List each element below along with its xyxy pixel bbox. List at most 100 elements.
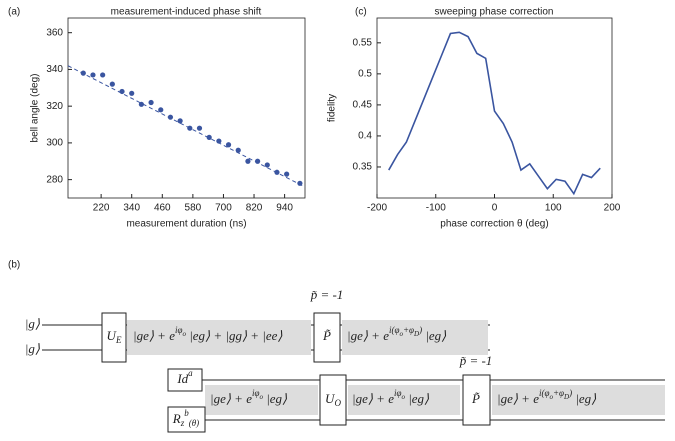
x-tick-label: 940 — [276, 203, 293, 214]
y-tick-label: 0.5 — [358, 69, 372, 80]
diagram-label: p̃ = -1 — [459, 353, 493, 368]
point — [235, 147, 241, 153]
label-part: |eg⟩ — [572, 391, 596, 406]
label-part: +φ — [403, 325, 414, 335]
point — [119, 88, 125, 95]
state-box — [127, 320, 311, 355]
diagram-label: UE — [107, 328, 122, 345]
x-tick-label: 220 — [93, 203, 110, 214]
y-tick-label: 280 — [46, 174, 63, 185]
point — [177, 118, 183, 124]
label-part: O — [334, 398, 341, 408]
x-tick-label: 700 — [215, 203, 232, 214]
label-part: E — [115, 335, 122, 345]
diagram-label: |ge⟩ + ei(φo+φD) |eg⟩ — [497, 388, 596, 406]
label-part: |ge⟩ + e — [210, 391, 252, 406]
point — [255, 158, 261, 164]
chart-title: sweeping phase correction — [435, 7, 554, 18]
state-box — [492, 385, 665, 415]
gate — [462, 374, 491, 426]
point — [206, 134, 212, 140]
y-tick-label: 320 — [46, 101, 63, 112]
label-part: iφ — [252, 388, 260, 398]
y-tick-label: 0.45 — [353, 100, 373, 111]
gate — [167, 368, 203, 392]
diagram-label: P̃ — [471, 391, 480, 406]
plot-frame — [67, 17, 306, 199]
point — [100, 72, 106, 78]
label-part: D — [563, 393, 569, 401]
fit-line — [67, 65, 306, 188]
point — [274, 169, 280, 175]
y-tick-label: 0.55 — [353, 37, 373, 48]
point — [196, 125, 203, 131]
label-part: |eg⟩ + |gg⟩ + |ee⟩ — [186, 328, 283, 343]
point — [187, 125, 193, 131]
label-part: |ge⟩ + e — [347, 328, 389, 343]
label-part: o — [399, 330, 403, 338]
x-tick-label: 340 — [123, 203, 140, 214]
gate — [101, 312, 127, 363]
label-part: P̃ — [322, 328, 331, 343]
panel-label: (a) — [8, 7, 20, 18]
x-tick-label: -200 — [367, 203, 387, 214]
y-axis-label: bell angle (deg) — [30, 74, 41, 143]
diagram-label: |ge⟩ + eiφo |eg⟩ — [352, 388, 429, 406]
label-part: U — [107, 328, 118, 343]
diagram-label: P̃ — [322, 328, 331, 343]
label-part: |eg⟩ — [422, 328, 446, 343]
ket: |g⟩ — [25, 316, 40, 331]
y-tick-label: 300 — [46, 138, 63, 149]
point — [225, 142, 232, 148]
x-tick-label: 820 — [246, 203, 263, 214]
label-part: iφ — [175, 325, 183, 335]
state-box — [205, 385, 318, 415]
label-part: ) — [568, 388, 572, 398]
x-axis-label: phase correction θ (deg) — [440, 219, 548, 230]
label-part: ) — [418, 325, 422, 335]
point — [167, 114, 174, 120]
label-part: a — [188, 368, 193, 378]
label-part: (θ) — [189, 418, 199, 428]
state-box — [348, 385, 460, 415]
point — [138, 101, 144, 107]
label-part: b — [184, 408, 189, 418]
y-tick-label: 0.4 — [358, 131, 372, 142]
data-line — [388, 31, 601, 196]
gate — [319, 374, 347, 426]
x-tick-label: 0 — [492, 203, 498, 214]
label-part: i(φ — [389, 325, 399, 335]
point — [284, 171, 290, 177]
diagram-label: p̃ = -1 — [310, 287, 344, 302]
x-tick-label: 580 — [185, 203, 202, 214]
y-axis-label: fidelity — [327, 94, 338, 122]
point — [148, 99, 154, 106]
label-part: +φ — [553, 388, 564, 398]
circuit-diagram — [42, 312, 665, 433]
panel-label: (b) — [8, 260, 20, 271]
point — [245, 158, 251, 164]
label-part: o — [549, 393, 553, 401]
panel-label: (c) — [355, 7, 367, 18]
label-part: p̃ = -1 — [459, 353, 493, 368]
x-tick-label: -100 — [426, 203, 446, 214]
point — [158, 107, 164, 113]
label-part: iφ — [394, 388, 402, 398]
point — [216, 138, 222, 144]
diagram-label: |ge⟩ + eiφo |eg⟩ + |gg⟩ + |ee⟩ — [133, 325, 283, 343]
label-part: o — [401, 393, 405, 401]
chart-title: measurement-induced phase shift — [111, 7, 262, 18]
label-part: o — [182, 330, 186, 338]
state-box — [342, 320, 488, 355]
y-tick-label: 0.35 — [353, 162, 373, 173]
x-tick-label: 460 — [154, 203, 171, 214]
label-part: |ge⟩ + e — [133, 328, 175, 343]
y-tick-label: 340 — [46, 64, 63, 75]
label-part: D — [413, 330, 419, 338]
label-part: z — [180, 418, 185, 428]
point — [80, 70, 86, 76]
label-part: P̃ — [471, 391, 480, 406]
label-part: |eg⟩ — [405, 391, 429, 406]
point — [90, 72, 96, 78]
x-axis-label: measurement duration (ns) — [126, 219, 246, 230]
